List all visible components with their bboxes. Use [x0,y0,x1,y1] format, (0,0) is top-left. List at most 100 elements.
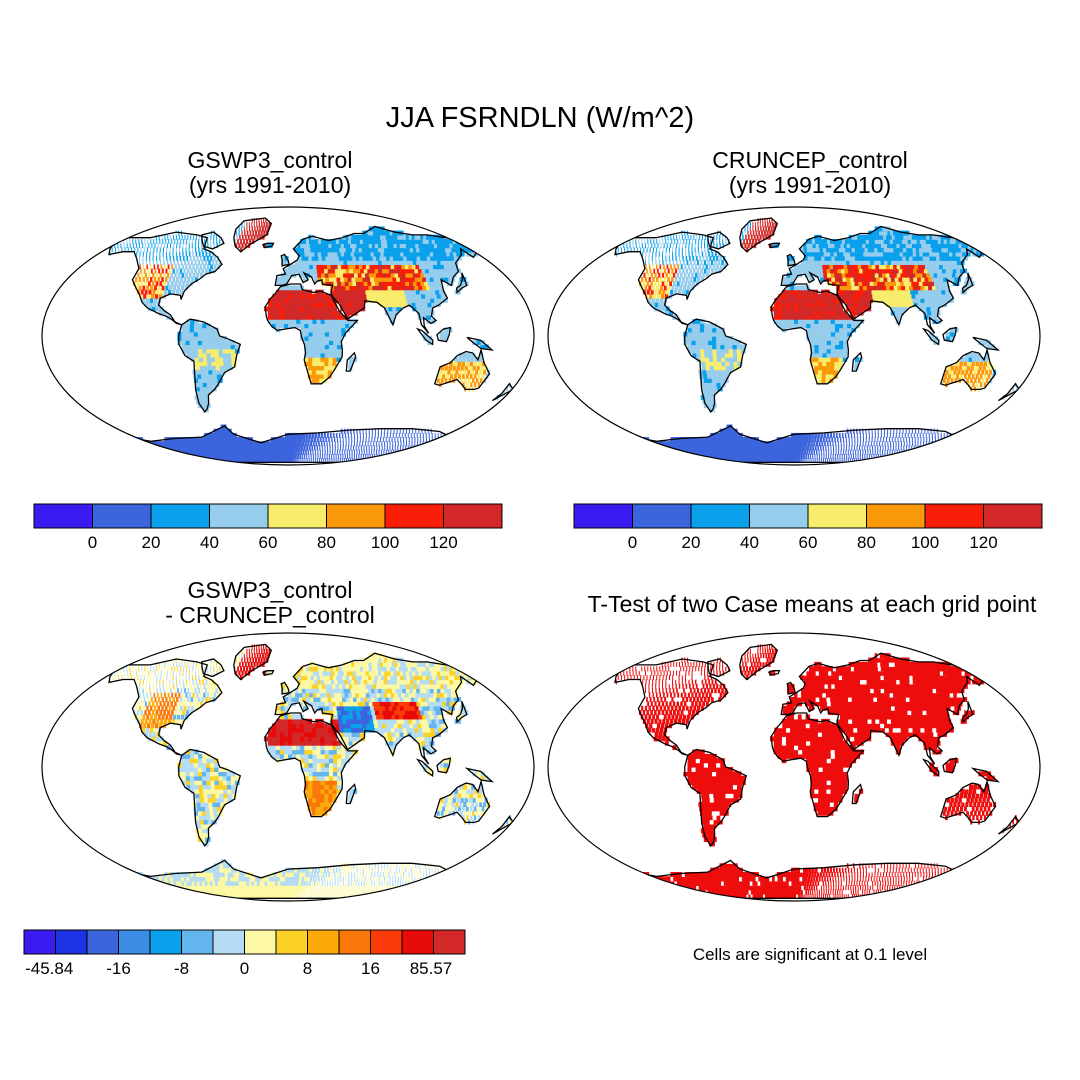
grid-cell [721,260,724,265]
grid-cell [159,247,161,253]
grid-cell [341,285,347,291]
grid-cell [816,458,818,464]
grid-cell [153,298,158,303]
grid-cell [649,247,651,253]
grid-cell [804,441,808,447]
grid-cell [304,323,310,329]
grid-cell [304,352,309,358]
grid-cell [678,268,681,274]
grid-cell [849,243,856,249]
grid-cell [153,277,157,282]
grid-cell [836,264,842,270]
grid-cell [302,239,308,244]
grid-cell [476,365,480,371]
grid-cell [123,441,136,447]
grid-cell [888,298,895,303]
grid-cell [809,298,815,303]
grid-cell [802,314,807,320]
grid-cell [268,222,271,228]
grid-cell [822,264,828,270]
grid-cell [668,239,670,244]
grid-cell [838,365,843,371]
grid-cell [796,445,800,451]
grid-cell [708,327,713,333]
grid-cell [924,285,931,291]
grid-cell [733,357,739,362]
grid-cell [328,319,334,324]
grid-cell [239,234,241,240]
grid-cell [850,306,856,312]
grid-cell [392,268,399,274]
grid-cell [900,272,907,278]
grid-cell [850,453,852,459]
grid-cell [429,285,436,291]
grid-cell [198,247,200,253]
grid-cell [392,289,399,295]
grid-cell [857,302,863,308]
grid-cell [940,272,948,278]
grid-cell [365,272,371,278]
map-cruncep-control [547,206,1041,466]
grid-cell [664,453,679,459]
grid-cell [238,226,240,232]
grid-cell [248,226,251,232]
grid-cell [672,243,674,249]
grid-cell [834,319,840,324]
grid-cell [821,369,827,375]
grid-cell [304,310,309,316]
grid-cell [839,340,844,346]
grid-cell [791,458,795,464]
grid-cell [823,432,827,438]
grid-cell [307,251,313,257]
grid-cell [479,369,483,375]
grid-cell [964,352,969,358]
grid-cell [915,281,922,287]
grid-cell [810,352,815,358]
grid-cell [918,428,920,434]
grid-cell [662,251,664,257]
grid-cell [361,272,367,278]
grid-cell [890,441,892,447]
grid-cell [845,302,851,308]
grid-cell [308,239,314,244]
grid-cell [378,268,385,274]
grid-cell [368,437,370,442]
grid-cell [685,255,688,261]
grid-cell [284,289,289,295]
grid-cell [851,441,853,447]
grid-cell [329,277,334,282]
grid-cell [238,230,240,236]
grid-cell [938,293,945,299]
grid-cell [206,264,210,270]
grid-cell [300,331,305,337]
grid-cell [825,437,828,442]
grid-cell [433,264,441,270]
grid-cell [376,285,382,291]
grid-cell [345,285,351,291]
grid-cell [774,302,779,308]
grid-cell [703,336,709,341]
grid-cell [647,239,649,244]
grid-cell [914,289,920,295]
grid-cell [657,281,661,287]
grid-cell [646,268,648,274]
grid-cell [283,314,289,320]
grid-cell [902,306,908,312]
grid-cell [865,243,872,249]
grid-cell [356,281,362,287]
grid-cell [902,268,909,274]
grid-cell [875,453,877,459]
grid-cell [703,327,709,333]
grid-cell [939,264,947,270]
grid-cell [407,277,414,282]
grid-cell [335,255,341,261]
grid-cell [829,373,834,379]
grid-cell [267,226,270,232]
grid-cell [788,437,792,442]
grid-cell [871,272,877,278]
grid-cell [806,319,811,324]
grid-cell [821,293,827,299]
grid-cell [641,239,643,244]
grid-cell [147,268,150,274]
grid-cell [231,357,237,362]
